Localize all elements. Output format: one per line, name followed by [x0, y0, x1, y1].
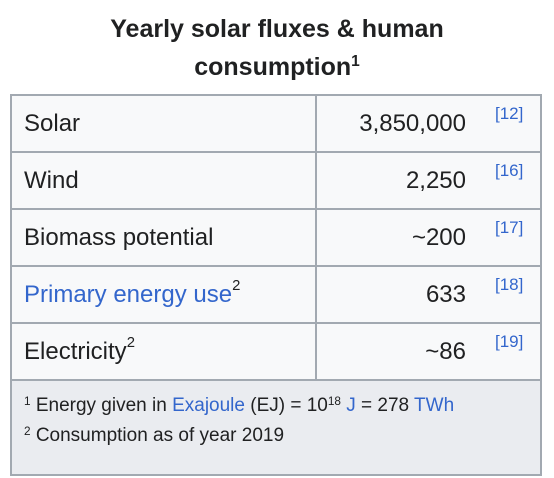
footnote-marker: 2 — [24, 424, 31, 438]
reference-link[interactable]: [19] — [495, 332, 524, 351]
table-row-biomass: Biomass potential ~200 [17] — [12, 210, 540, 267]
row-label: Electricity — [24, 337, 127, 365]
row-value: ~86 — [425, 338, 466, 365]
reference-link[interactable]: [12] — [495, 104, 524, 123]
twh-link[interactable]: TWh — [414, 395, 455, 416]
table-footnotes: 1 Energy given in Exajoule (EJ) = 1018 J… — [12, 381, 540, 474]
row-value-cell: ~86 [19] — [317, 324, 540, 379]
reference-link[interactable]: [18] — [495, 275, 524, 294]
footnote-marker: 1 — [24, 394, 31, 408]
row-value: ~200 — [411, 224, 466, 251]
exponent: 18 — [327, 394, 341, 408]
solar-flux-table: Solar 3,850,000 [12] Wind 2,250 [16] Bio… — [10, 94, 542, 476]
caption-footnote-marker: 1 — [351, 53, 360, 71]
footnote-text: = 278 — [361, 395, 410, 416]
primary-energy-link[interactable]: Primary energy use — [24, 280, 233, 308]
row-value-cell: 2,250 [16] — [317, 153, 540, 208]
row-label: Solar — [24, 109, 81, 137]
exajoule-link[interactable]: Exajoule — [172, 395, 245, 416]
row-value-cell: ~200 [17] — [317, 210, 540, 265]
reference-link[interactable]: [17] — [495, 218, 524, 237]
footnote-text: Energy given in — [35, 395, 167, 416]
footnote-2: 2 Consumption as of year 2019 — [24, 421, 528, 451]
joule-link[interactable]: J — [346, 395, 356, 416]
row-label-cell: Electricity 2 — [12, 324, 317, 379]
row-value: 2,250 — [405, 167, 466, 194]
table-row-primary-energy: Primary energy use 2 633 [18] — [12, 267, 540, 324]
reference-link[interactable]: [16] — [495, 161, 524, 180]
row-label-cell: Biomass potential — [12, 210, 317, 265]
table-row-electricity: Electricity 2 ~86 [19] — [12, 324, 540, 381]
caption-title-line1: Yearly solar fluxes & human — [110, 15, 444, 43]
row-label-cell: Solar — [12, 96, 317, 151]
table-caption: Yearly solar fluxes & human consumption1 — [0, 10, 554, 86]
row-value: 633 — [425, 281, 466, 308]
table-row-wind: Wind 2,250 [16] — [12, 153, 540, 210]
row-value-cell: 633 [18] — [317, 267, 540, 322]
row-value-cell: 3,850,000 [12] — [317, 96, 540, 151]
row-value: 3,850,000 — [359, 110, 466, 137]
footnote-text: (EJ) = 10 — [250, 395, 328, 416]
row-label-cell: Wind — [12, 153, 317, 208]
footnote-1: 1 Energy given in Exajoule (EJ) = 1018 J… — [24, 391, 528, 421]
caption-title-line2: consumption — [194, 53, 352, 81]
row-label: Wind — [24, 166, 79, 194]
footnote-text: Consumption as of year 2019 — [35, 425, 285, 446]
row-label: Biomass potential — [24, 223, 214, 251]
row-label-cell: Primary energy use 2 — [12, 267, 317, 322]
table-row-solar: Solar 3,850,000 [12] — [12, 96, 540, 153]
